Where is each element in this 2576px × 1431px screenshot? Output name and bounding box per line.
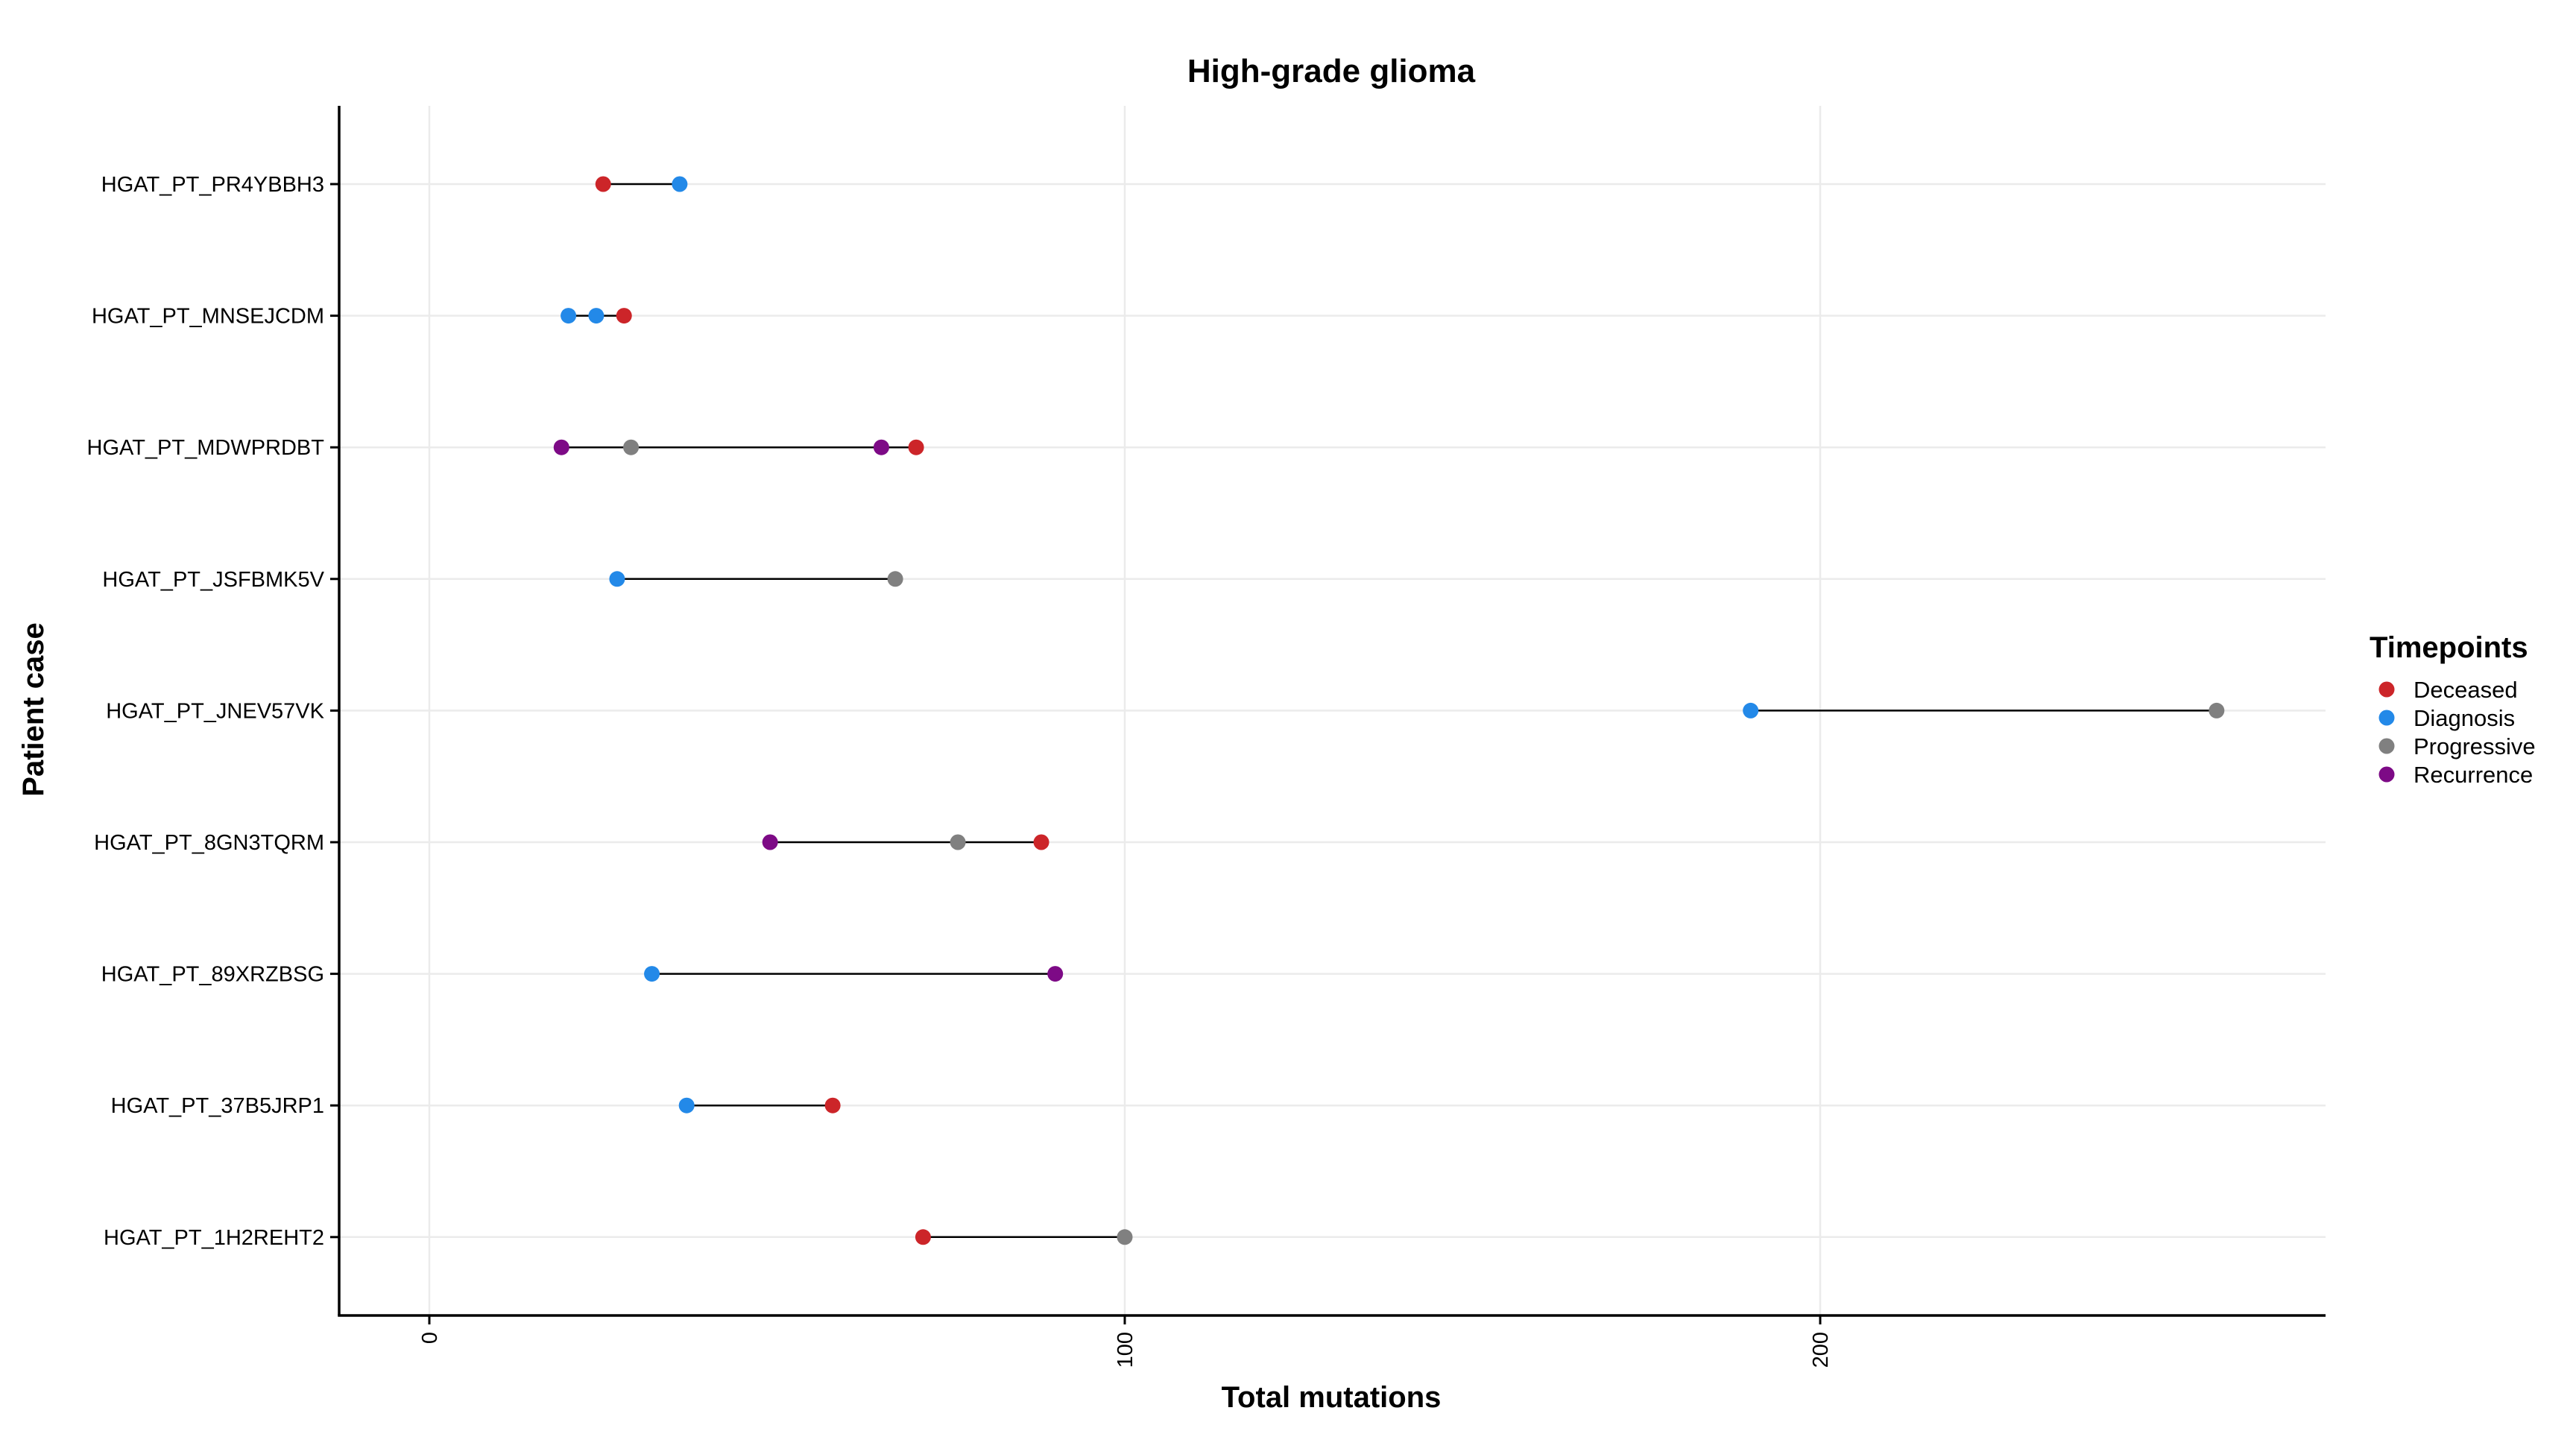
data-point bbox=[950, 834, 966, 850]
data-point bbox=[561, 308, 577, 324]
legend-label: Recurrence bbox=[2414, 762, 2533, 788]
data-point bbox=[887, 571, 903, 587]
y-tick-label: HGAT_PT_MDWPRDBT bbox=[87, 436, 325, 460]
data-point bbox=[553, 439, 569, 455]
data-point bbox=[1117, 1229, 1133, 1245]
data-point bbox=[908, 439, 924, 455]
data-point bbox=[616, 308, 632, 324]
y-tick-label: HGAT_PT_37B5JRP1 bbox=[111, 1094, 324, 1118]
data-point bbox=[588, 308, 604, 324]
legend-label: Deceased bbox=[2414, 677, 2518, 703]
data-point bbox=[873, 439, 889, 455]
data-point bbox=[644, 966, 660, 982]
y-tick-label: HGAT_PT_JSFBMK5V bbox=[102, 568, 324, 592]
x-tick-label: 200 bbox=[1809, 1332, 1833, 1368]
y-tick-label: HGAT_PT_8GN3TQRM bbox=[94, 831, 324, 855]
data-point bbox=[2209, 702, 2225, 718]
data-point bbox=[1743, 702, 1759, 718]
data-point bbox=[1033, 834, 1049, 850]
legend-label: Diagnosis bbox=[2414, 705, 2515, 731]
legend-key bbox=[2378, 738, 2395, 754]
data-point bbox=[595, 176, 611, 192]
x-axis-title: Total mutations bbox=[1222, 1381, 1442, 1414]
legend-key bbox=[2378, 681, 2395, 698]
y-tick-label: HGAT_PT_MNSEJCDM bbox=[92, 305, 324, 329]
x-tick-label: 100 bbox=[1114, 1332, 1137, 1368]
axes: HGAT_PT_PR4YBBH3 HGAT_PT_MNSEJCDM HGAT_PT_… bbox=[87, 106, 2326, 1368]
legend-key bbox=[2378, 766, 2395, 783]
data-point bbox=[678, 1097, 695, 1113]
chart-title: High-grade glioma bbox=[1187, 53, 1476, 89]
y-tick-label: HGAT_PT_PR4YBBH3 bbox=[101, 173, 324, 197]
data-point bbox=[762, 834, 778, 850]
data-point bbox=[609, 571, 625, 587]
x-tick-label: 0 bbox=[418, 1332, 442, 1344]
y-tick-label: HGAT_PT_89XRZBSG bbox=[101, 963, 324, 987]
y-tick-label: HGAT_PT_1H2REHT2 bbox=[104, 1226, 324, 1250]
data-point bbox=[824, 1097, 841, 1113]
data-point bbox=[672, 176, 688, 192]
y-tick-label: HGAT_PT_JNEV57VK bbox=[106, 699, 324, 723]
data-points bbox=[553, 176, 2225, 1245]
data-point bbox=[1047, 966, 1064, 982]
legend-title: Timepoints bbox=[2370, 631, 2528, 664]
legend-label: Progressive bbox=[2414, 733, 2536, 759]
data-point bbox=[623, 439, 640, 455]
legend-key bbox=[2378, 710, 2395, 726]
data-point bbox=[915, 1229, 931, 1245]
y-axis-title: Patient case bbox=[17, 622, 50, 796]
